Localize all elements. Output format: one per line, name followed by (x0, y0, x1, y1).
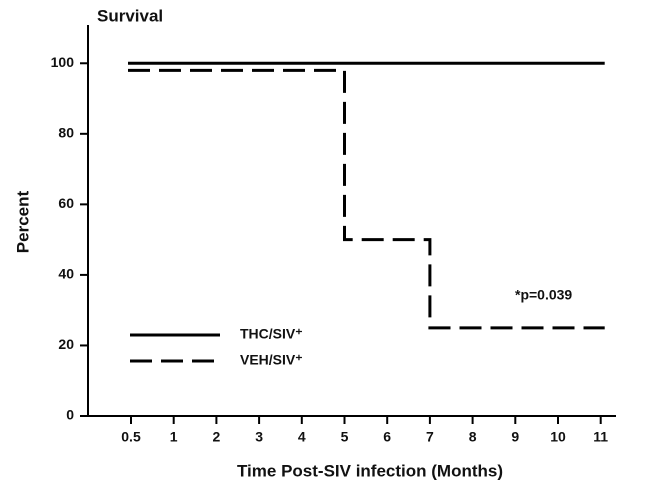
y-tick-label: 0 (66, 407, 74, 423)
y-axis-label: Percent (13, 190, 32, 253)
x-tick-label: 11 (593, 429, 608, 445)
annotation: *p=0.039 (515, 287, 572, 303)
y-tick-label: 80 (58, 125, 74, 141)
x-tick-label: 8 (469, 429, 477, 445)
x-axis-label: Time Post-SIV infection (Months) (237, 461, 503, 480)
x-tick-label: 0.5 (121, 429, 141, 445)
x-tick-label: 10 (550, 429, 566, 445)
y-tick-label: 20 (58, 336, 74, 352)
x-tick-label: 5 (341, 429, 349, 445)
x-tick-label: 4 (298, 429, 306, 445)
x-tick-label: 6 (383, 429, 391, 445)
x-tick-label: 9 (511, 429, 519, 445)
legend-label: VEH/SIV⁺ (240, 352, 303, 368)
x-tick-label: 1 (170, 429, 178, 445)
y-tick-label: 40 (58, 266, 74, 282)
x-tick-label: 3 (255, 429, 263, 445)
x-tick-label: 2 (213, 429, 221, 445)
chart-title: Survival (97, 6, 163, 25)
legend-label: THC/SIV⁺ (240, 326, 303, 342)
y-tick-label: 60 (58, 195, 74, 211)
survival-line (128, 68, 605, 330)
y-tick-label: 100 (51, 54, 75, 70)
x-tick-label: 7 (426, 429, 434, 445)
